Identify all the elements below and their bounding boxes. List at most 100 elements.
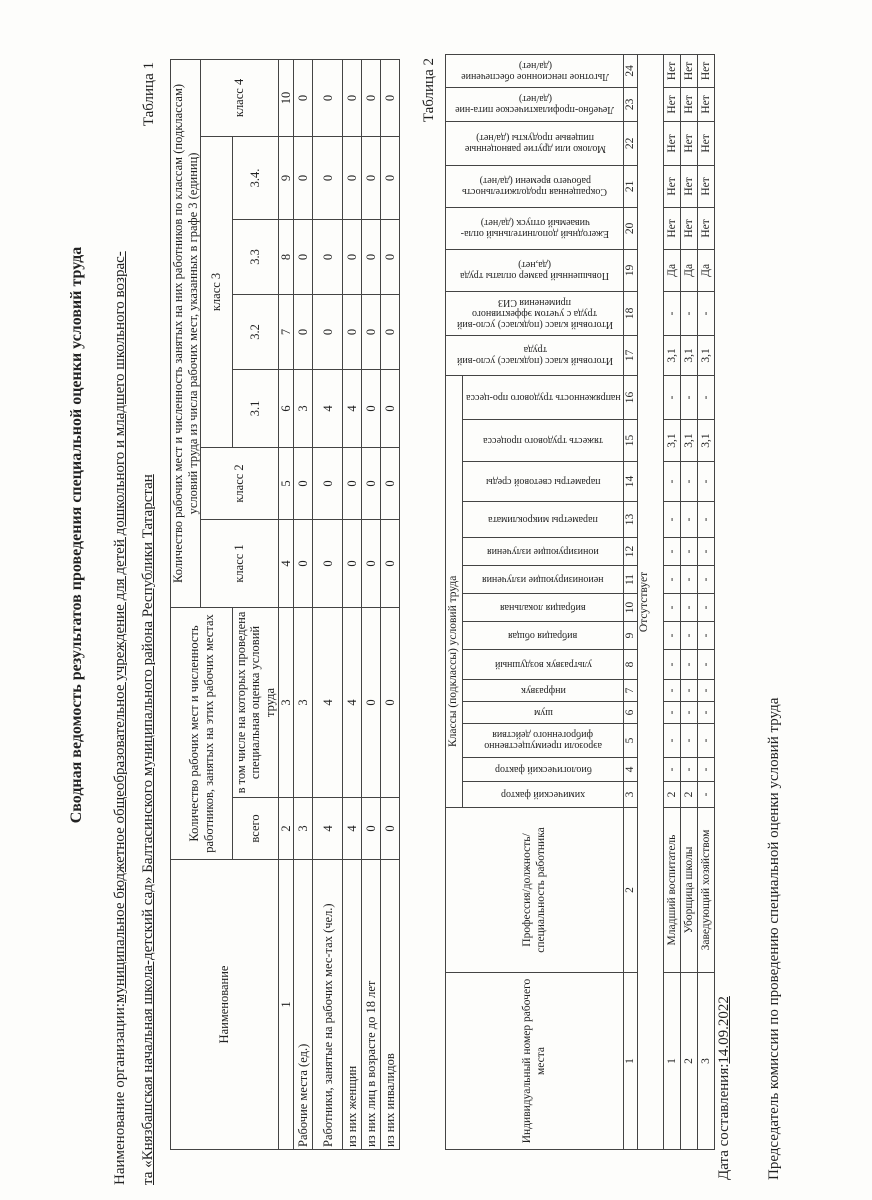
row-name: из них женщин	[342, 859, 362, 1150]
factor-label: неионизирующие излучения	[482, 574, 604, 585]
column-number: 4	[623, 757, 638, 782]
cell-value: 0	[312, 59, 343, 137]
cell-value: 0	[380, 607, 400, 798]
cell-value: 0	[361, 294, 381, 370]
column-number: 1	[623, 972, 638, 1150]
header-assessed: в том числе на которых проведена специал…	[232, 607, 279, 798]
cell-value: 0	[342, 519, 362, 608]
header-extra: Льготное пенсионное обеспечение (да/нет)	[445, 54, 624, 88]
header-factor: вибрация общая	[462, 621, 624, 650]
header-extra: Повышенный размер оплаты труда (да,нет)	[445, 249, 624, 292]
factor-label: вибрация общая	[508, 630, 578, 641]
column-number: 19	[623, 249, 638, 292]
factor-label: тяжесть трудового процесса	[483, 435, 603, 446]
column-number: 5	[623, 723, 638, 758]
cell-value: 4	[312, 797, 343, 860]
cell-value: 3,1	[680, 335, 698, 376]
header-factor: химический фактор	[462, 781, 624, 808]
summary-table-1: Наименование Количество рабочих мест и ч…	[170, 59, 400, 1150]
column-number: 8	[623, 649, 638, 680]
header-class4: класс 4	[200, 59, 279, 137]
header-factor: тяжесть трудового процесса	[462, 419, 624, 462]
factor-label: инфразвук	[520, 685, 566, 696]
table1-caption: Таблица 1	[141, 62, 157, 127]
cell-value: -	[697, 291, 715, 336]
cell-value: 0	[361, 447, 381, 520]
cell-value: 3	[293, 797, 313, 860]
cell-value: -	[663, 649, 681, 680]
header-class1: класс 1	[200, 519, 279, 608]
date-label: Дата составления:	[716, 1063, 732, 1180]
cell-value: -	[697, 723, 715, 758]
factor-label: напряженность трудового про-цесса	[465, 391, 621, 403]
cell-value: 2	[663, 781, 681, 808]
cell-value: 0	[312, 219, 343, 295]
cell-value: 0	[293, 294, 313, 370]
cell-value: 0	[342, 447, 362, 520]
cell-value: -	[680, 701, 698, 724]
absent-row: Отсутствует	[637, 54, 664, 1150]
extra-label: Ежегодный дополнительный опла-чиваемый о…	[460, 217, 609, 240]
cell-value: 0	[312, 447, 343, 520]
cell-value: -	[663, 291, 681, 336]
column-number: 12	[623, 537, 638, 566]
cell-value: -	[680, 649, 698, 680]
cell-value: 0	[380, 369, 400, 448]
column-number: 10	[623, 593, 638, 622]
table-row: 1 Младший воспитатель 2- - - - - - - - - - -3,1-3,1-…	[663, 54, 681, 1150]
cell-value: Нет	[663, 121, 681, 166]
cell-value: -	[680, 679, 698, 702]
cell-value: 4	[312, 369, 343, 448]
cell-value: -	[680, 757, 698, 782]
cell-value: Нет	[680, 121, 698, 166]
cell-value: -	[680, 565, 698, 594]
cell-value: -	[680, 291, 698, 336]
cell-value: Нет	[663, 165, 681, 208]
row-name: из них лиц в возрасте до 18 лет	[361, 859, 381, 1150]
cell-value: -	[697, 537, 715, 566]
cell-value: 0	[361, 519, 381, 608]
summary-table-2: Индивидуальный номер рабочего места Проф…	[445, 54, 715, 1150]
header-extra: Итоговый класс (подкласс) усло-вий труда…	[445, 291, 624, 336]
column-number: 10	[278, 59, 294, 137]
cell-value: -	[680, 723, 698, 758]
column-number: 1	[278, 859, 294, 1150]
table-row: из них лиц в возрасте до 18 лет 0 0 0 0 0 0 0 0 0	[361, 59, 381, 1150]
header-sub-3-4: 3.4.	[232, 136, 279, 220]
workplace-id: 1	[663, 972, 681, 1150]
cell-value: -	[663, 701, 681, 724]
column-number: 20	[623, 207, 638, 250]
extra-label: Льготное пенсионное обеспечение (да/нет)	[460, 59, 609, 82]
cell-value: -	[680, 501, 698, 538]
cell-value: -	[697, 501, 715, 538]
header-extra: Итоговый класс (подкласс) усло-вий труда	[445, 335, 624, 376]
factor-label: параметры микроклимата	[488, 514, 598, 525]
cell-value: 0	[361, 369, 381, 448]
cell-value: -	[663, 723, 681, 758]
profession: Уборщица школы	[680, 807, 698, 973]
cell-value: -	[680, 537, 698, 566]
cell-value: -	[663, 593, 681, 622]
cell-value: 4	[312, 607, 343, 798]
cell-value: 0	[380, 294, 400, 370]
column-number: 18	[623, 291, 638, 336]
factor-label: аэрозоли преимущественно фиброгенного де…	[484, 729, 602, 752]
workplace-id: 3	[697, 972, 715, 1150]
header-factor: параметры микроклимата	[462, 501, 624, 538]
cell-value: 3,1	[697, 419, 715, 462]
column-number: 16	[623, 375, 638, 420]
table-row: Работники, занятые на рабочих мес-тах (ч…	[312, 59, 343, 1150]
cell-value: -	[663, 501, 681, 538]
header-factor: биологический фактор	[462, 757, 624, 782]
cell-value: 0	[293, 447, 313, 520]
cell-value: -	[663, 565, 681, 594]
extra-label: Итоговый класс (подкласс) усло-вий труда…	[456, 296, 613, 330]
factor-label: химический фактор	[500, 789, 586, 800]
cell-value: 0	[293, 136, 313, 220]
header-sub-3-1: 3.1	[232, 369, 279, 448]
column-number: 3	[623, 781, 638, 808]
header-factor: параметры световой среды	[462, 461, 624, 502]
header-factor: ионизирующие излучения	[462, 537, 624, 566]
cell-value: 4	[342, 797, 362, 860]
header-sub-3-3: 3.3	[232, 219, 279, 295]
